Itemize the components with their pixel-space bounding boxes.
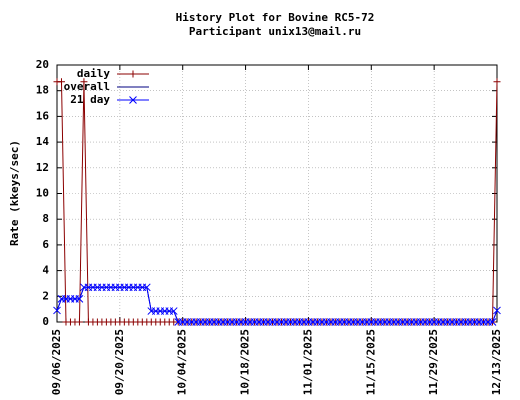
y-tick-label: 0	[42, 315, 49, 328]
point-marker	[493, 78, 501, 86]
point-marker	[493, 306, 501, 315]
y-tick-label: 8	[42, 212, 49, 225]
x-tick-label: 09/20/2025	[113, 329, 126, 395]
x-tick-label: 12/13/2025	[490, 329, 503, 395]
point-marker	[75, 318, 83, 326]
point-marker	[169, 307, 178, 315]
legend-label: overall	[64, 80, 110, 93]
x-tick-label: 11/01/2025	[301, 329, 314, 395]
y-tick-label: 4	[42, 264, 49, 277]
chart-subtitle: Participant unix13@mail.ru	[189, 25, 361, 38]
point-marker	[75, 295, 84, 303]
y-tick-label: 14	[36, 135, 50, 148]
y-tick-label: 2	[42, 289, 49, 302]
chart-title: History Plot for Bovine RC5-72	[176, 11, 375, 24]
legend-label: 21 day	[70, 93, 110, 106]
point-marker	[57, 78, 65, 86]
x-tick-label: 11/15/2025	[364, 329, 377, 395]
y-tick-label: 18	[36, 84, 49, 97]
x-tick-label: 09/06/2025	[50, 329, 63, 395]
y-tick-label: 12	[36, 161, 49, 174]
point-marker	[80, 78, 88, 86]
y-tick-label: 20	[36, 58, 49, 71]
point-marker	[142, 283, 151, 292]
y-tick-label: 6	[42, 238, 49, 251]
x-tick-label: 10/04/2025	[176, 329, 189, 395]
point-marker	[488, 318, 497, 326]
point-marker	[53, 306, 61, 315]
y-tick-label: 16	[36, 109, 50, 122]
y-tick-label: 10	[36, 187, 49, 200]
x-tick-label: 11/29/2025	[427, 329, 440, 395]
point-marker	[129, 96, 137, 104]
point-marker	[129, 70, 137, 78]
legend-label: daily	[77, 67, 110, 80]
y-axis-label: Rate (kkeys/sec)	[8, 140, 21, 246]
x-tick-label: 10/18/2025	[239, 329, 252, 395]
